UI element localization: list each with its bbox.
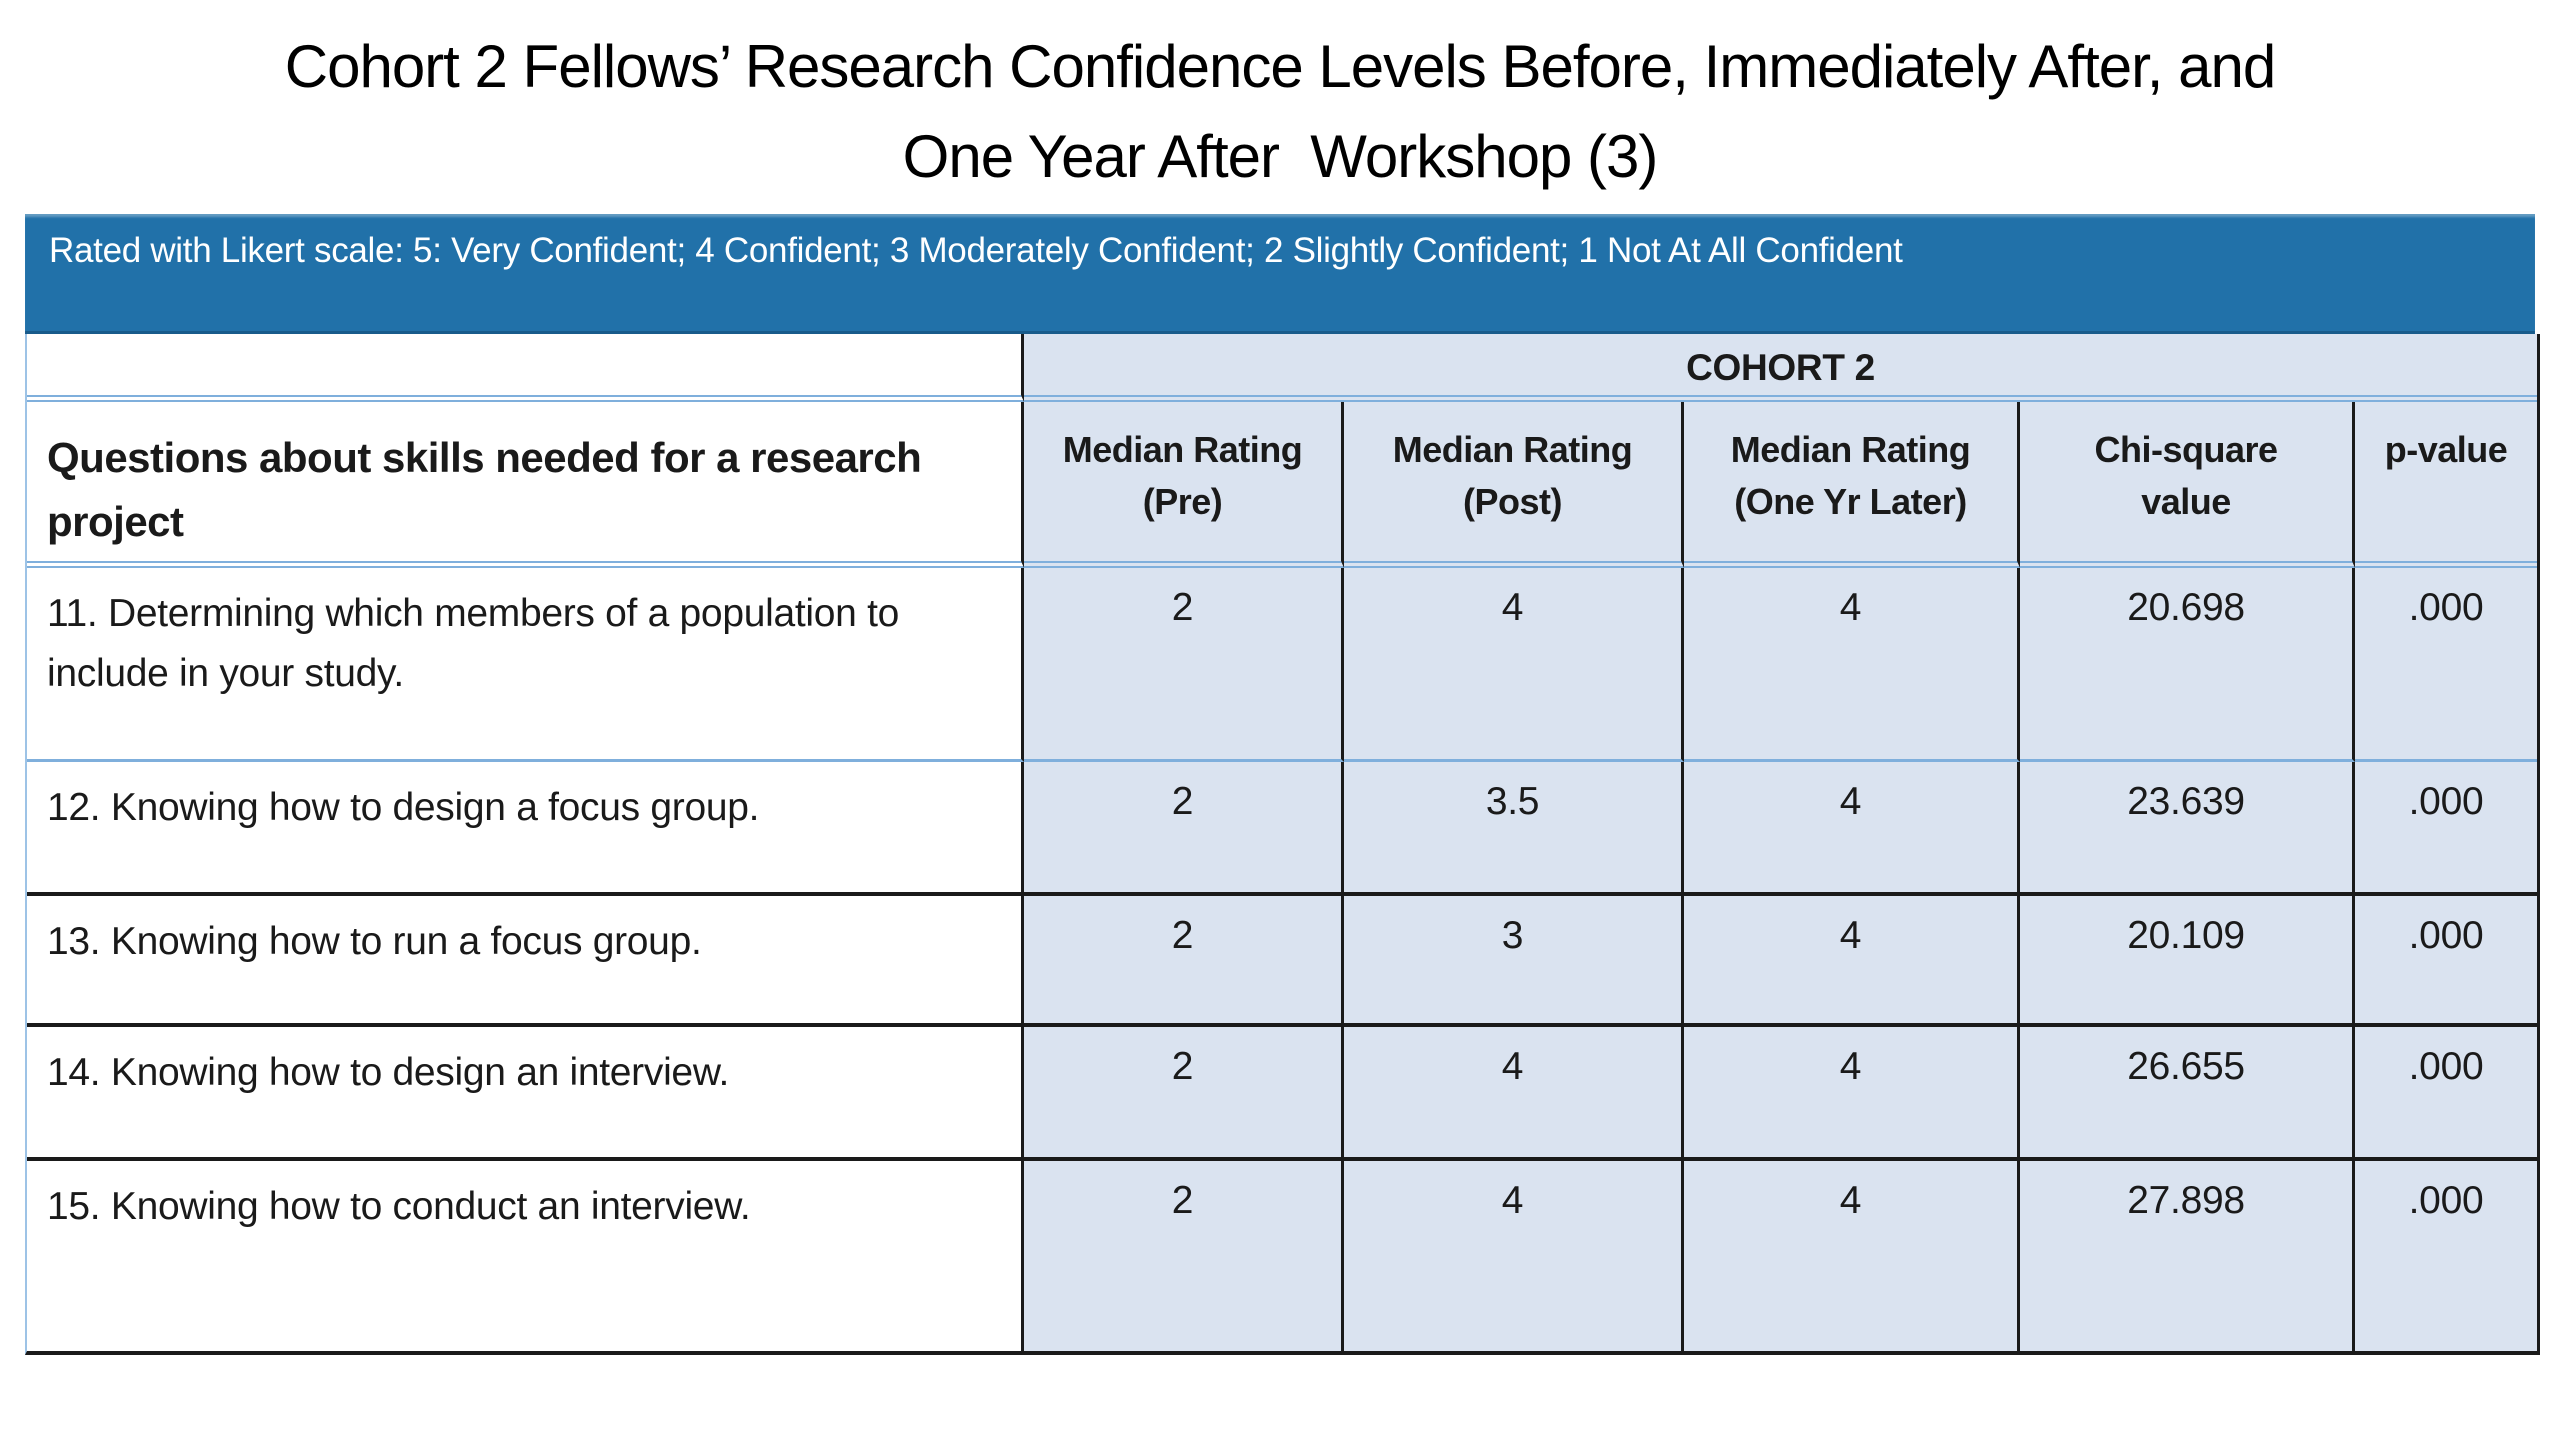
median-pre-value: 2 — [1024, 568, 1344, 762]
p-value: .000 — [2355, 1027, 2537, 1161]
chi-square-value: 20.109 — [2020, 896, 2355, 1027]
question-cell-12: 12. Knowing how to design a focus group. — [27, 762, 1024, 896]
col-header-line: Median Rating — [1730, 429, 1971, 470]
median-pre-value: 2 — [1024, 762, 1344, 896]
median-post-value: 4 — [1344, 1027, 1684, 1161]
likert-scale-text: Rated with Likert scale: 5: Very Confide… — [49, 231, 1903, 270]
col-header-line: Chi-square — [2094, 429, 2278, 470]
chi-square-value: 27.898 — [2020, 1161, 2355, 1351]
median-pre-value: 2 — [1024, 1161, 1344, 1351]
col-header-line: Median Rating — [1062, 429, 1303, 470]
col-header-median-pre: Median Rating (Pre) — [1024, 402, 1344, 568]
p-value: .000 — [2355, 1161, 2537, 1351]
p-value: .000 — [2355, 896, 2537, 1027]
question-text: 14. Knowing how to design an interview. — [47, 1051, 730, 1094]
median-post-value: 3 — [1344, 896, 1684, 1027]
median-post-value: 4 — [1344, 568, 1684, 762]
row-header-questions: Questions about skills needed for a rese… — [27, 402, 1024, 568]
question-cell-11: 11. Determining which members of a popul… — [27, 568, 1024, 762]
row-header-questions-text: Questions about skills needed for a rese… — [47, 434, 922, 545]
col-header-line: (Post) — [1463, 481, 1563, 522]
col-header-median-one-yr: Median Rating (One Yr Later) — [1684, 402, 2020, 568]
col-header-p-value: p-value — [2355, 402, 2537, 568]
group-header-cohort-2: COHORT 2 — [1024, 334, 2537, 402]
likert-scale-banner: Rated with Likert scale: 5: Very Confide… — [25, 214, 2535, 334]
chi-square-value: 20.698 — [2020, 568, 2355, 762]
median-post-value: 4 — [1344, 1161, 1684, 1351]
p-value: .000 — [2355, 762, 2537, 896]
question-cell-14: 14. Knowing how to design an interview. — [27, 1027, 1024, 1161]
question-text: 13. Knowing how to run a focus group. — [47, 920, 702, 963]
median-post-value: 3.5 — [1344, 762, 1684, 896]
median-one-yr-value: 4 — [1684, 896, 2020, 1027]
corner-empty-cell — [27, 334, 1024, 402]
question-cell-15: 15. Knowing how to conduct an interview. — [27, 1161, 1024, 1351]
question-cell-13: 13. Knowing how to run a focus group. — [27, 896, 1024, 1027]
median-one-yr-value: 4 — [1684, 1161, 2020, 1351]
col-header-line: (One Yr Later) — [1734, 481, 1967, 522]
median-pre-value: 2 — [1024, 1027, 1344, 1161]
median-one-yr-value: 4 — [1684, 1027, 2020, 1161]
col-header-line: p-value — [2384, 429, 2508, 470]
confidence-table: COHORT 2 Questions about skills needed f… — [25, 334, 2540, 1355]
col-header-line: (Pre) — [1142, 481, 1223, 522]
median-pre-value: 2 — [1024, 896, 1344, 1027]
question-text: 15. Knowing how to conduct an interview. — [47, 1185, 751, 1228]
question-text: 11. Determining which members of a popul… — [47, 592, 899, 695]
median-one-yr-value: 4 — [1684, 762, 2020, 896]
slide-title-line-2: One Year After Workshop (3) — [902, 123, 1659, 190]
col-header-line: value — [2141, 481, 2231, 522]
chi-square-value: 23.639 — [2020, 762, 2355, 896]
col-header-chi-square: Chi-square value — [2020, 402, 2355, 568]
p-value: .000 — [2355, 568, 2537, 762]
question-text: 12. Knowing how to design a focus group. — [47, 786, 760, 829]
slide-title-line-1: Cohort 2 Fellows’ Research Confidence Le… — [284, 33, 2277, 100]
median-one-yr-value: 4 — [1684, 568, 2020, 762]
chi-square-value: 26.655 — [2020, 1027, 2355, 1161]
col-header-median-post: Median Rating (Post) — [1344, 402, 1684, 568]
slide-title: Cohort 2 Fellows’ Research Confidence Le… — [0, 22, 2560, 202]
col-header-line: Median Rating — [1392, 429, 1633, 470]
